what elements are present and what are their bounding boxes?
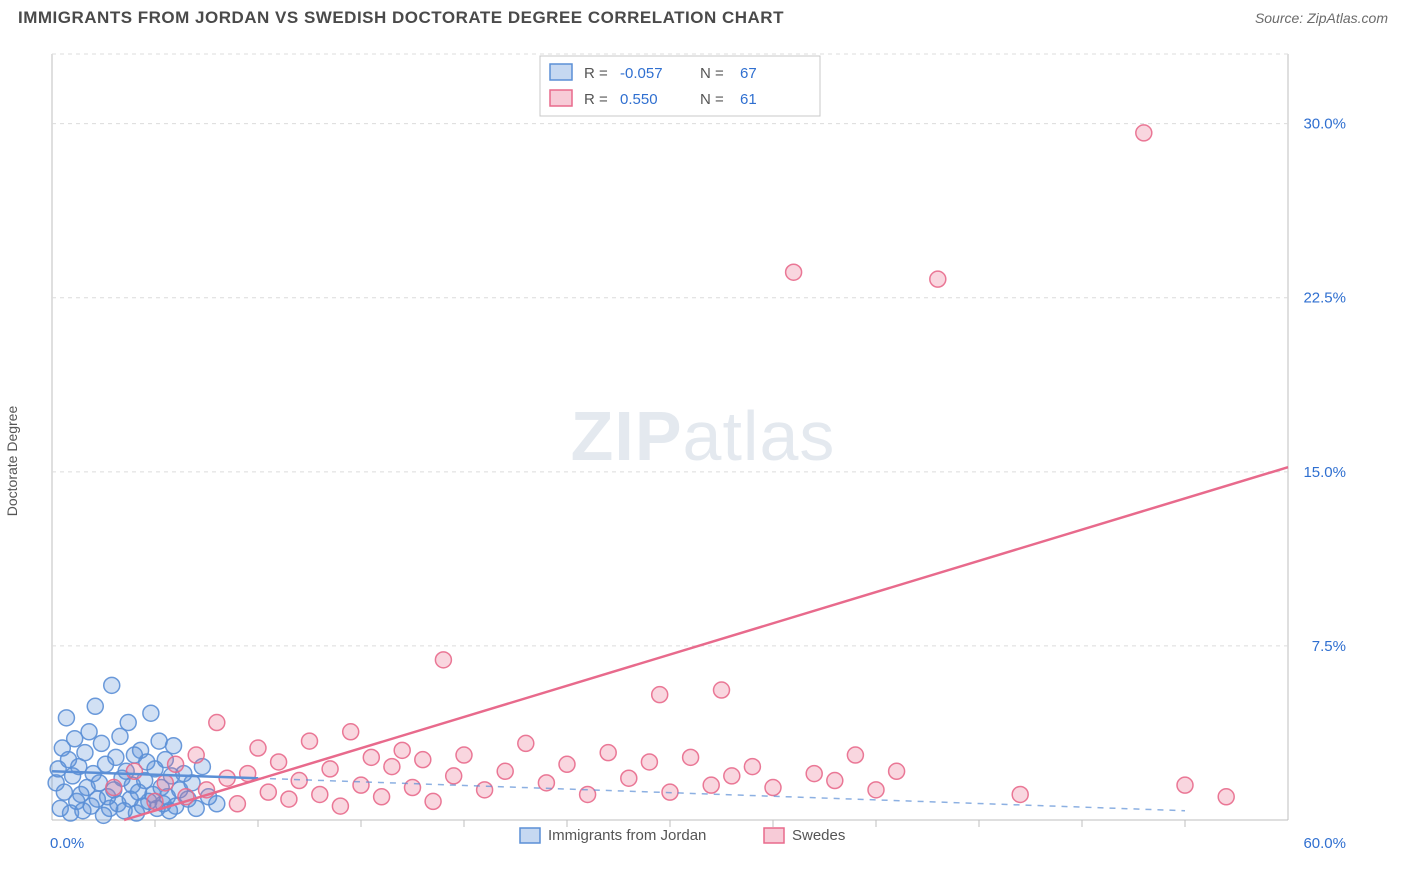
svg-text:15.0%: 15.0% [1303, 464, 1346, 481]
svg-text:22.5%: 22.5% [1303, 290, 1346, 307]
svg-text:61: 61 [740, 91, 757, 108]
svg-text:Swedes: Swedes [792, 827, 845, 844]
chart-title: IMMIGRANTS FROM JORDAN VS SWEDISH DOCTOR… [18, 8, 784, 28]
header: IMMIGRANTS FROM JORDAN VS SWEDISH DOCTOR… [0, 0, 1406, 32]
svg-text:30.0%: 30.0% [1303, 116, 1346, 133]
svg-text:-0.057: -0.057 [620, 65, 663, 82]
svg-text:R =: R = [584, 91, 608, 108]
chart-container: Doctorate Degree ZIPatlas 7.5%15.0%22.5%… [18, 40, 1388, 882]
svg-text:7.5%: 7.5% [1312, 638, 1346, 655]
svg-text:N =: N = [700, 65, 724, 82]
svg-text:N =: N = [700, 91, 724, 108]
svg-text:Immigrants from Jordan: Immigrants from Jordan [548, 827, 706, 844]
scatter-chart: 7.5% 15.0% 22.5% 30.0% 0.0% 60.0% R = -0.057 N =… [18, 40, 1348, 870]
svg-text:67: 67 [740, 65, 757, 82]
svg-text:60.0%: 60.0% [1303, 835, 1346, 852]
source-credit: Source: ZipAtlas.com [1255, 10, 1388, 26]
svg-text:0.550: 0.550 [620, 91, 658, 108]
y-axis-label: Doctorate Degree [4, 406, 20, 517]
svg-text:0.0%: 0.0% [50, 835, 84, 852]
svg-text:R =: R = [584, 65, 608, 82]
